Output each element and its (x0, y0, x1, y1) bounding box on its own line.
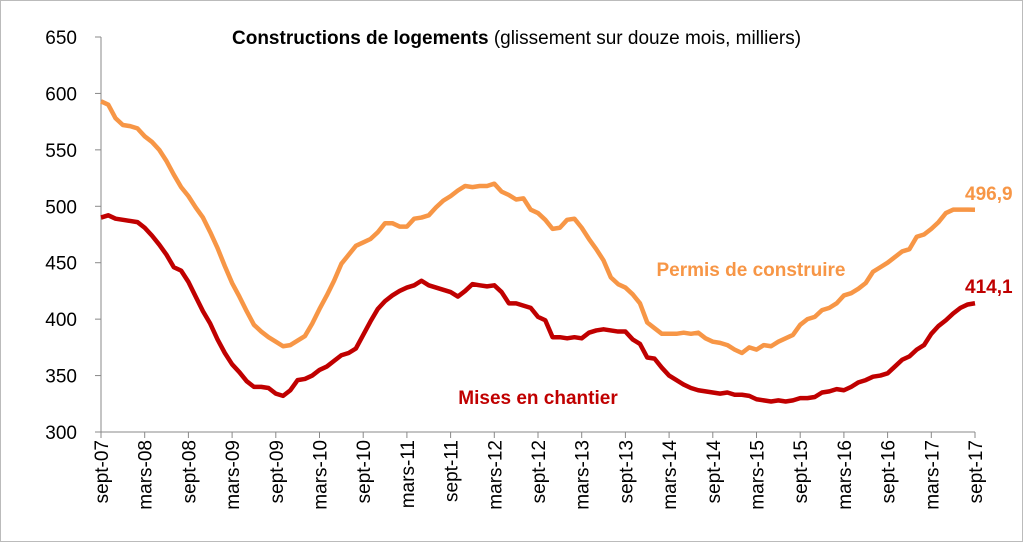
y-tick-label: 550 (45, 141, 77, 162)
x-tick-label: sept-11 (442, 440, 463, 502)
y-tick-label: 500 (45, 197, 77, 218)
x-tick-label: mars-14 (660, 440, 681, 510)
y-tick-label: 350 (45, 367, 77, 388)
x-tick-label: mars-13 (573, 440, 594, 510)
value-label: 496,9 (965, 184, 1013, 205)
y-tick-label: 450 (45, 254, 77, 275)
x-tick-label: mars-10 (311, 440, 332, 510)
y-tick-label: 300 (45, 423, 77, 444)
subtitle: (glissement sur douze mois, milliers) (494, 28, 801, 49)
x-tick-label: mars-08 (136, 440, 157, 510)
x-tick-label: sept-15 (791, 440, 812, 503)
x-tick-label: mars-16 (835, 440, 856, 510)
x-tick-label: mars-17 (922, 440, 943, 510)
y-tick-label: 650 (45, 28, 77, 49)
value-label: 414,1 (965, 277, 1013, 298)
y-tick-label: 400 (45, 310, 77, 331)
x-tick-label: mars-11 (398, 440, 419, 508)
series-line (100, 99, 976, 356)
x-tick-label: sept-12 (529, 440, 550, 503)
annotation: Permis de construire (656, 260, 845, 281)
x-tick-label: sept-10 (354, 440, 375, 503)
x-tick-label: mars-09 (223, 440, 244, 510)
x-tick-label: sept-08 (179, 440, 200, 503)
x-tick-label: sept-07 (92, 440, 113, 503)
annotation: Mises en chantier (458, 388, 618, 409)
y-tick-label: 600 (45, 84, 77, 105)
x-tick-label: sept-16 (879, 440, 900, 503)
x-tick-label: sept-17 (966, 440, 987, 503)
x-tick-label: sept-13 (616, 440, 637, 503)
x-tick-label: mars-12 (485, 440, 506, 510)
series-line (100, 213, 976, 404)
x-tick-label: mars-15 (748, 440, 769, 510)
chart-title: Constructions de logements (glissement s… (232, 28, 801, 49)
title: Constructions de logements (232, 28, 489, 49)
x-tick-label: sept-09 (267, 440, 288, 503)
x-tick-label: sept-14 (704, 440, 725, 504)
